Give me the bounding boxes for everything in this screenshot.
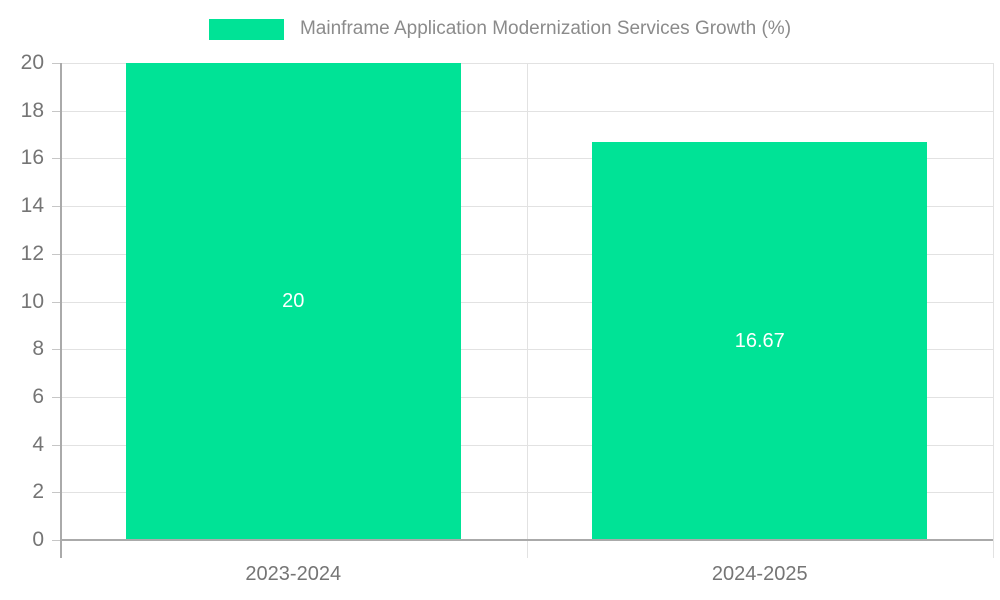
legend-swatch bbox=[208, 18, 284, 40]
category-separator-gridline bbox=[526, 63, 528, 558]
y-axis-tick-label: 6 bbox=[32, 384, 44, 408]
y-axis-tick-label: 14 bbox=[20, 194, 44, 218]
y-axis-tick-label: 4 bbox=[32, 432, 44, 456]
bar-2023-2024[interactable]: 20 bbox=[125, 63, 461, 540]
legend-series-label: Mainframe Application Modernization Serv… bbox=[299, 18, 792, 39]
y-axis-tick bbox=[52, 301, 60, 303]
y-axis-tick-label: 2 bbox=[32, 480, 44, 504]
y-axis-tick bbox=[52, 158, 60, 160]
y-axis-tick bbox=[52, 110, 60, 112]
y-axis-tick bbox=[52, 540, 60, 541]
y-axis-line bbox=[60, 63, 62, 558]
y-axis-tick-label: 18 bbox=[20, 98, 44, 122]
y-axis-tick bbox=[52, 253, 60, 255]
y-axis-tick bbox=[52, 444, 60, 446]
y-axis-tick-label: 10 bbox=[20, 289, 44, 313]
y-axis-tick bbox=[52, 206, 60, 208]
y-axis-tick bbox=[52, 396, 60, 398]
bar-2024-2025[interactable]: 16.67 bbox=[592, 142, 928, 540]
x-axis-category-label: 2023-2024 bbox=[245, 563, 342, 585]
bar-value-label: 16.67 bbox=[734, 329, 785, 352]
y-axis-tick bbox=[52, 492, 60, 494]
x-axis-line bbox=[60, 539, 993, 541]
legend[interactable]: Mainframe Application Modernization Serv… bbox=[0, 18, 1000, 40]
y-axis-tick bbox=[52, 63, 60, 64]
y-axis-tick-label: 16 bbox=[20, 146, 44, 170]
category-separator-gridline bbox=[993, 63, 994, 558]
y-axis-tick-label: 12 bbox=[20, 241, 44, 265]
x-axis-category-label: 2024-2025 bbox=[711, 563, 808, 585]
y-axis-tick bbox=[52, 349, 60, 351]
y-axis-tick-label: 20 bbox=[20, 51, 44, 74]
y-axis-tick-label: 0 bbox=[32, 528, 44, 551]
bar-value-label: 20 bbox=[282, 290, 305, 312]
y-axis-tick-label: 8 bbox=[32, 337, 44, 361]
